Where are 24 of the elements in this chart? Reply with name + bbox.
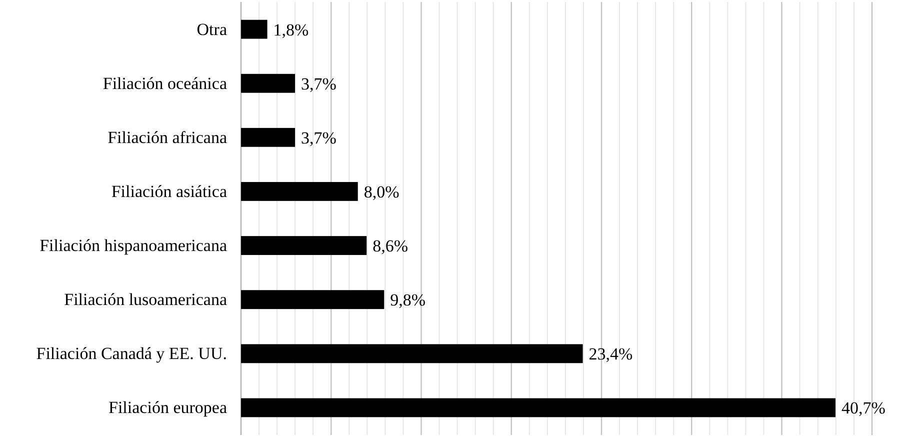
data-label: 8,0% (364, 182, 400, 202)
bar (241, 182, 358, 201)
data-label: 8,6% (372, 236, 408, 256)
data-label: 3,7% (301, 128, 336, 148)
data-label: 40,7% (841, 398, 886, 418)
bar (241, 128, 296, 147)
bar (241, 290, 384, 310)
y-tick-label: Filiación oceánica (102, 74, 228, 93)
bar (241, 344, 583, 364)
y-tick-label: Filiación lusoamericana (64, 290, 228, 310)
y-tick-label: Otra (196, 20, 228, 39)
y-tick-label: Filiación europea (108, 398, 228, 418)
y-tick-label: Filiación Canadá y EE. UU. (36, 344, 227, 364)
bar (241, 398, 836, 418)
y-tick-label: Filiación asiática (111, 182, 228, 201)
data-label: 9,8% (390, 290, 426, 310)
y-tick-label: Filiación hispanoamericana (40, 236, 228, 255)
bar (241, 236, 367, 255)
bar (241, 74, 296, 93)
bar (241, 20, 268, 39)
data-label: 3,7% (301, 74, 336, 94)
data-label: 1,8% (273, 20, 309, 40)
y-tick-label: Filiación africana (108, 128, 228, 147)
data-label: 23,4% (588, 344, 633, 364)
